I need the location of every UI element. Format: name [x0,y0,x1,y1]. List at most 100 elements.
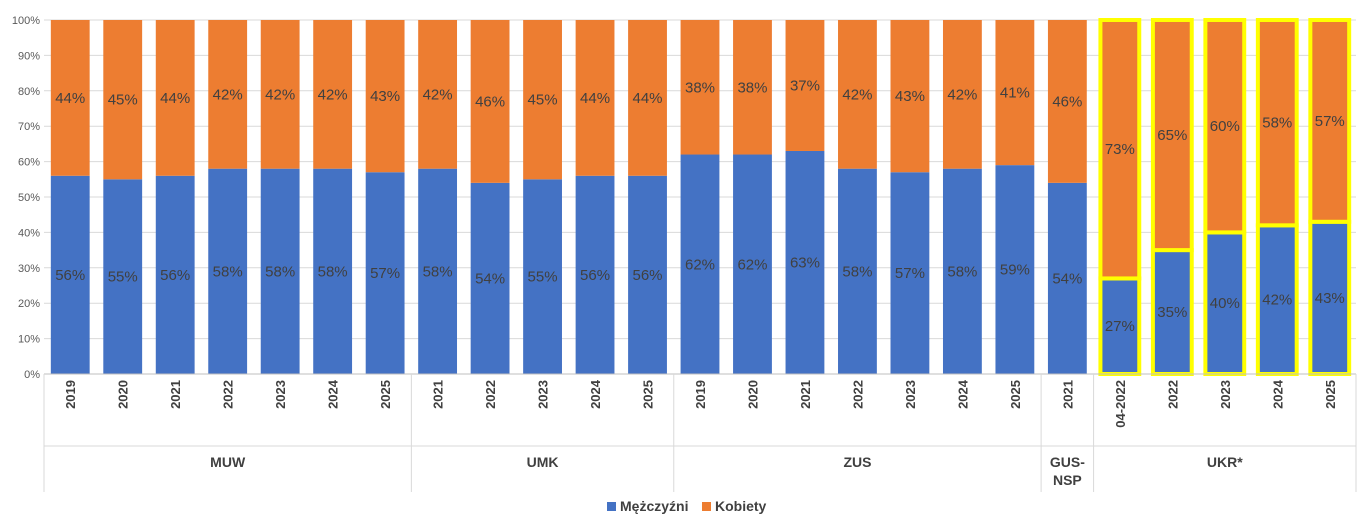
bar-women [1098,18,1142,281]
data-label-men: 35% [1157,304,1187,321]
bar-women [890,20,930,173]
bar-men [50,175,90,374]
data-label-men: 58% [947,263,977,280]
data-label-women: 57% [1315,113,1345,130]
data-label-women: 42% [265,86,295,103]
category-label: 2022 [1165,380,1180,409]
y-axis: 0% 10% 20% 30% 40% 50% 60% 70% 80% 90% 100% [12,15,40,381]
data-label-women: 42% [318,86,348,103]
group-label: NSP [1053,472,1082,488]
group-label: UMK [527,454,559,470]
bar-women [313,20,353,169]
category-label: 2021 [168,380,183,409]
category-label: 2021 [798,380,813,409]
bar-men [628,175,667,374]
group-label: MUW [210,454,246,470]
bar-women [628,20,667,176]
data-label-women: 45% [108,92,138,109]
y-tick-label: 80% [18,86,40,98]
category-label: 2020 [745,380,760,409]
data-label-men: 56% [633,267,663,284]
bar-men [733,154,772,374]
group-label: GUS- [1050,454,1085,470]
data-label-women: 38% [685,79,715,96]
data-label-men: 57% [370,265,400,282]
bar-women [942,20,982,169]
bar-women [838,20,877,169]
group-label: UKR* [1207,454,1243,470]
bars [50,18,1352,377]
data-label-men: 43% [1315,290,1345,307]
data-label-women: 60% [1210,118,1240,135]
data-label-women: 42% [842,86,872,103]
bar-men [1308,219,1352,376]
bar-men [575,175,615,374]
y-tick-label: 70% [18,121,40,133]
legend-swatch-women [702,502,711,511]
data-label-women: 46% [475,93,505,110]
data-labels: 56% 44% 55% 45% 56% 44% 58% 42% 58% 42% 58% 42% 57% 4… [55,77,1345,335]
data-label-women: 37% [790,77,820,94]
bar-women [1255,18,1299,228]
data-label-men: 58% [423,263,453,280]
category-label: 2021 [1060,380,1075,409]
category-label: 2024 [588,379,603,409]
data-label-men: 56% [580,267,610,284]
data-label-men: 54% [475,270,505,287]
bar-men [365,172,405,374]
data-label-women: 44% [160,90,190,107]
category-label: 04-2022 [1113,380,1128,428]
bar-women [50,20,90,176]
category-label: 2024 [326,379,341,409]
bar-women [1308,18,1352,224]
category-label: 2023 [1218,380,1233,409]
group-label: ZUS [843,454,871,470]
y-tick-label: 90% [18,50,40,62]
bar-women [418,20,458,169]
data-label-women: 41% [1000,85,1030,102]
bar-men [155,175,195,374]
bar-men [523,179,562,374]
bar-men [890,172,930,374]
data-label-men: 58% [213,263,243,280]
y-tick-label: 40% [18,227,40,239]
bar-women [155,20,195,176]
category-label: 2024 [955,379,970,409]
data-label-women: 43% [895,88,925,105]
data-label-men: 40% [1210,295,1240,312]
bar-women [995,20,1035,166]
category-label: 2025 [378,380,393,409]
category-label: 2022 [850,380,865,409]
data-label-women: 65% [1157,127,1187,144]
bar-men [208,168,248,374]
y-tick-label: 20% [18,298,40,310]
legend-label-men: Mężczyźni [620,498,688,514]
bar-men [785,150,825,374]
data-label-men: 56% [55,267,85,284]
data-label-women: 44% [580,90,610,107]
bar-women [733,20,772,155]
bar-women [365,20,405,173]
data-label-women: 58% [1262,115,1292,132]
bar-men [680,154,720,374]
data-label-men: 55% [528,269,558,286]
bar-men [838,168,877,374]
data-label-women: 44% [55,90,85,107]
bar-women [1150,18,1194,253]
legend: Mężczyźni Kobiety [607,498,767,514]
data-label-men: 58% [265,263,295,280]
category-label: 2025 [1008,380,1023,409]
data-label-women: 38% [737,79,767,96]
category-label: 2020 [116,380,131,409]
bar-men [313,168,353,374]
bar-men [942,168,982,374]
category-label: 2025 [1323,380,1338,409]
data-label-men: 62% [685,256,715,273]
y-tick-label: 50% [18,192,40,204]
category-label: 2024 [1270,379,1285,409]
legend-swatch-men [607,502,616,511]
bar-men [1047,182,1087,374]
bar-men [418,168,458,374]
y-tick-label: 60% [18,157,40,169]
data-label-women: 46% [1052,93,1082,110]
